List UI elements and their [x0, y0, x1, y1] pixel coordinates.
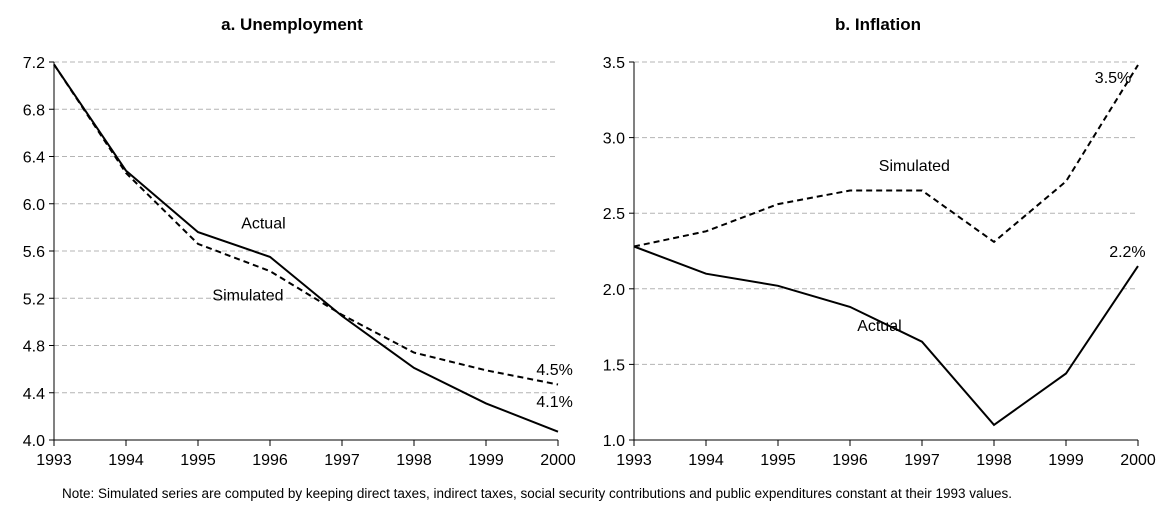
x-tick-label: 1993 — [616, 452, 652, 469]
y-tick-label: 5.6 — [23, 244, 45, 261]
x-tick-label: 1999 — [1048, 452, 1084, 469]
x-tick-label: 1999 — [468, 452, 504, 469]
annotation-label: 2.2% — [1109, 244, 1145, 261]
x-tick-label: 1996 — [252, 452, 288, 469]
y-tick-label: 5.2 — [23, 291, 45, 308]
annotation-label: Simulated — [879, 158, 950, 175]
annotation-label: Actual — [241, 216, 285, 233]
x-tick-label: 2000 — [540, 452, 576, 469]
y-tick-label: 6.8 — [23, 102, 45, 119]
y-tick-label: 6.0 — [23, 197, 45, 214]
y-tick-label: 1.0 — [603, 433, 625, 450]
annotation-label: 3.5% — [1095, 70, 1131, 87]
x-tick-label: 2000 — [1120, 452, 1156, 469]
x-tick-label: 1993 — [36, 452, 72, 469]
figure-note: Note: Simulated series are computed by k… — [62, 486, 1013, 501]
x-tick-label: 1997 — [904, 452, 940, 469]
annotation-label: 4.1% — [536, 394, 572, 411]
x-tick-label: 1997 — [324, 452, 360, 469]
y-tick-label: 3.5 — [603, 55, 625, 72]
annotation-label: Simulated — [212, 288, 283, 305]
series-line-actual — [53, 63, 559, 433]
series-line-simulated — [53, 63, 559, 386]
x-tick-label: 1995 — [180, 452, 216, 469]
x-tick-label: 1994 — [108, 452, 144, 469]
y-tick-label: 6.4 — [23, 150, 45, 167]
y-tick-label: 1.5 — [603, 357, 625, 374]
y-tick-label: 2.0 — [603, 282, 625, 299]
x-tick-label: 1995 — [760, 452, 796, 469]
x-tick-label: 1996 — [832, 452, 868, 469]
x-tick-label: 1994 — [688, 452, 724, 469]
chart-title: a. Unemployment — [221, 15, 363, 34]
inflation-panel: b. Inflation 1.0 1.5 2.0 2.5 3.0 3.5 1993 1994 19… — [603, 15, 1156, 469]
chart-title: b. Inflation — [835, 15, 921, 34]
y-tick-label: 7.2 — [23, 55, 45, 72]
y-tick-label: 4.8 — [23, 339, 45, 356]
y-tick-label: 4.4 — [23, 386, 45, 403]
series-line-simulated — [633, 64, 1139, 248]
x-tick-label: 1998 — [396, 452, 432, 469]
y-tick-label: 2.5 — [603, 206, 625, 223]
annotation-label: Actual — [857, 318, 901, 335]
series-line-actual — [633, 245, 1139, 427]
x-tick-label: 1998 — [976, 452, 1012, 469]
annotation-label: 4.5% — [536, 362, 572, 379]
y-tick-label: 4.0 — [23, 433, 45, 450]
y-tick-label: 3.0 — [603, 131, 625, 148]
unemployment-panel: a. Unemployment 4.0 4.4 4.8 5.2 5.6 6.0 6.4 6.8 7… — [23, 15, 576, 469]
